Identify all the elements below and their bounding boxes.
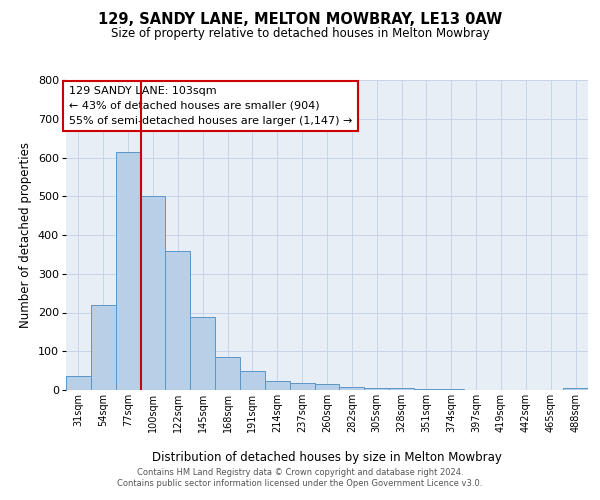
Bar xyxy=(290,383,314,390)
Bar xyxy=(439,389,464,390)
Y-axis label: Number of detached properties: Number of detached properties xyxy=(19,142,32,328)
Text: Contains HM Land Registry data © Crown copyright and database right 2024.
Contai: Contains HM Land Registry data © Crown c… xyxy=(118,468,482,487)
Text: Size of property relative to detached houses in Melton Mowbray: Size of property relative to detached ho… xyxy=(110,28,490,40)
Bar xyxy=(265,382,290,390)
Bar xyxy=(215,357,240,390)
Bar xyxy=(91,304,116,390)
Text: 129 SANDY LANE: 103sqm
← 43% of detached houses are smaller (904)
55% of semi-de: 129 SANDY LANE: 103sqm ← 43% of detached… xyxy=(68,86,352,126)
Bar xyxy=(340,387,364,390)
Bar xyxy=(389,388,414,390)
Bar xyxy=(166,250,190,390)
Bar xyxy=(364,388,389,390)
Bar xyxy=(190,317,215,390)
Text: 129, SANDY LANE, MELTON MOWBRAY, LE13 0AW: 129, SANDY LANE, MELTON MOWBRAY, LE13 0A… xyxy=(98,12,502,28)
Text: Distribution of detached houses by size in Melton Mowbray: Distribution of detached houses by size … xyxy=(152,451,502,464)
Bar xyxy=(314,384,340,390)
Bar xyxy=(66,376,91,390)
Bar xyxy=(140,196,166,390)
Bar xyxy=(240,370,265,390)
Bar xyxy=(414,389,439,390)
Bar xyxy=(563,388,588,390)
Bar xyxy=(116,152,140,390)
